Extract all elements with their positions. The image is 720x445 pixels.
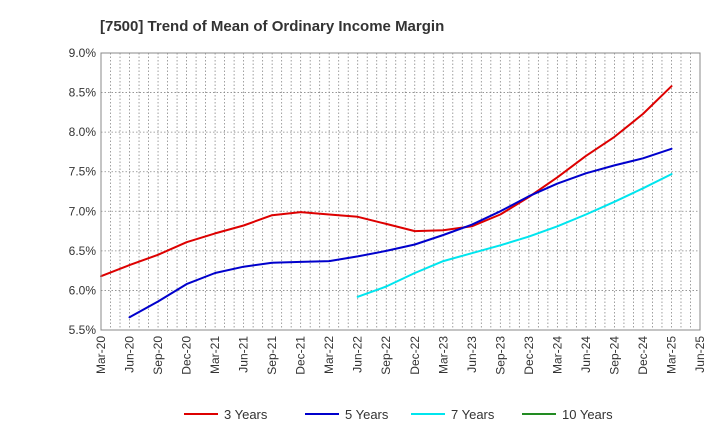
x-tick-label: Jun-25	[693, 336, 707, 373]
x-tick-label: Mar-20	[94, 336, 108, 374]
x-tick-label: Dec-22	[408, 336, 422, 375]
plot-background	[101, 53, 700, 330]
x-tick-label: Jun-24	[579, 336, 593, 373]
x-tick-label: Sep-20	[151, 336, 165, 375]
y-axis: 5.5% 6.0% 6.5% 7.0% 7.5% 8.0% 8.5% 9.0%	[69, 46, 97, 337]
legend-label-3-years: 3 Years	[224, 407, 268, 422]
x-tick-label: Mar-23	[436, 336, 450, 374]
x-tick-label: Mar-24	[550, 336, 564, 374]
series-layer	[100, 85, 673, 319]
series-line-3-years	[100, 85, 673, 278]
x-tick-label: Sep-22	[379, 336, 393, 375]
y-tick-label: 6.5%	[69, 244, 97, 258]
y-tick-label: 8.0%	[69, 125, 97, 139]
y-tick-label: 7.0%	[69, 204, 97, 218]
x-tick-label: Mar-22	[322, 336, 336, 374]
x-tick-label: Jun-22	[351, 336, 365, 373]
x-tick-label: Dec-24	[636, 336, 650, 375]
legend-label-10-years: 10 Years	[562, 407, 613, 422]
series-line-7-years	[356, 173, 673, 298]
x-tick-label: Sep-21	[265, 336, 279, 375]
y-tick-label: 7.5%	[69, 165, 97, 179]
x-tick-label: Sep-23	[493, 336, 507, 375]
x-axis: Mar-20 Jun-20 Sep-20 Dec-20 Mar-21 Jun-21 Sep-…	[94, 336, 707, 375]
y-tick-label: 9.0%	[69, 46, 97, 60]
y-tick-label: 8.5%	[69, 86, 97, 100]
chart-title: [7500] Trend of Mean of Ordinary Income …	[100, 18, 444, 35]
legend-label-5-years: 5 Years	[345, 407, 389, 422]
x-tick-label: Jun-20	[123, 336, 137, 373]
legend-label-7-years: 7 Years	[451, 407, 495, 422]
x-tick-label: Dec-20	[180, 336, 194, 375]
series-line-5-years	[128, 147, 673, 319]
grid-layer	[100, 52, 701, 331]
x-tick-label: Mar-21	[208, 336, 222, 374]
legend: 3 Years 5 Years 7 Years 10 Years	[184, 407, 613, 422]
x-tick-label: Sep-24	[607, 336, 621, 375]
x-tick-label: Jun-23	[465, 336, 479, 373]
y-tick-label: 6.0%	[69, 283, 97, 297]
y-tick-label: 5.5%	[69, 323, 97, 337]
x-tick-label: Mar-25	[664, 336, 678, 374]
x-tick-label: Dec-21	[294, 336, 308, 375]
plot-frame	[100, 52, 701, 331]
x-tick-label: Jun-21	[237, 336, 251, 373]
x-tick-label: Dec-23	[522, 336, 536, 375]
